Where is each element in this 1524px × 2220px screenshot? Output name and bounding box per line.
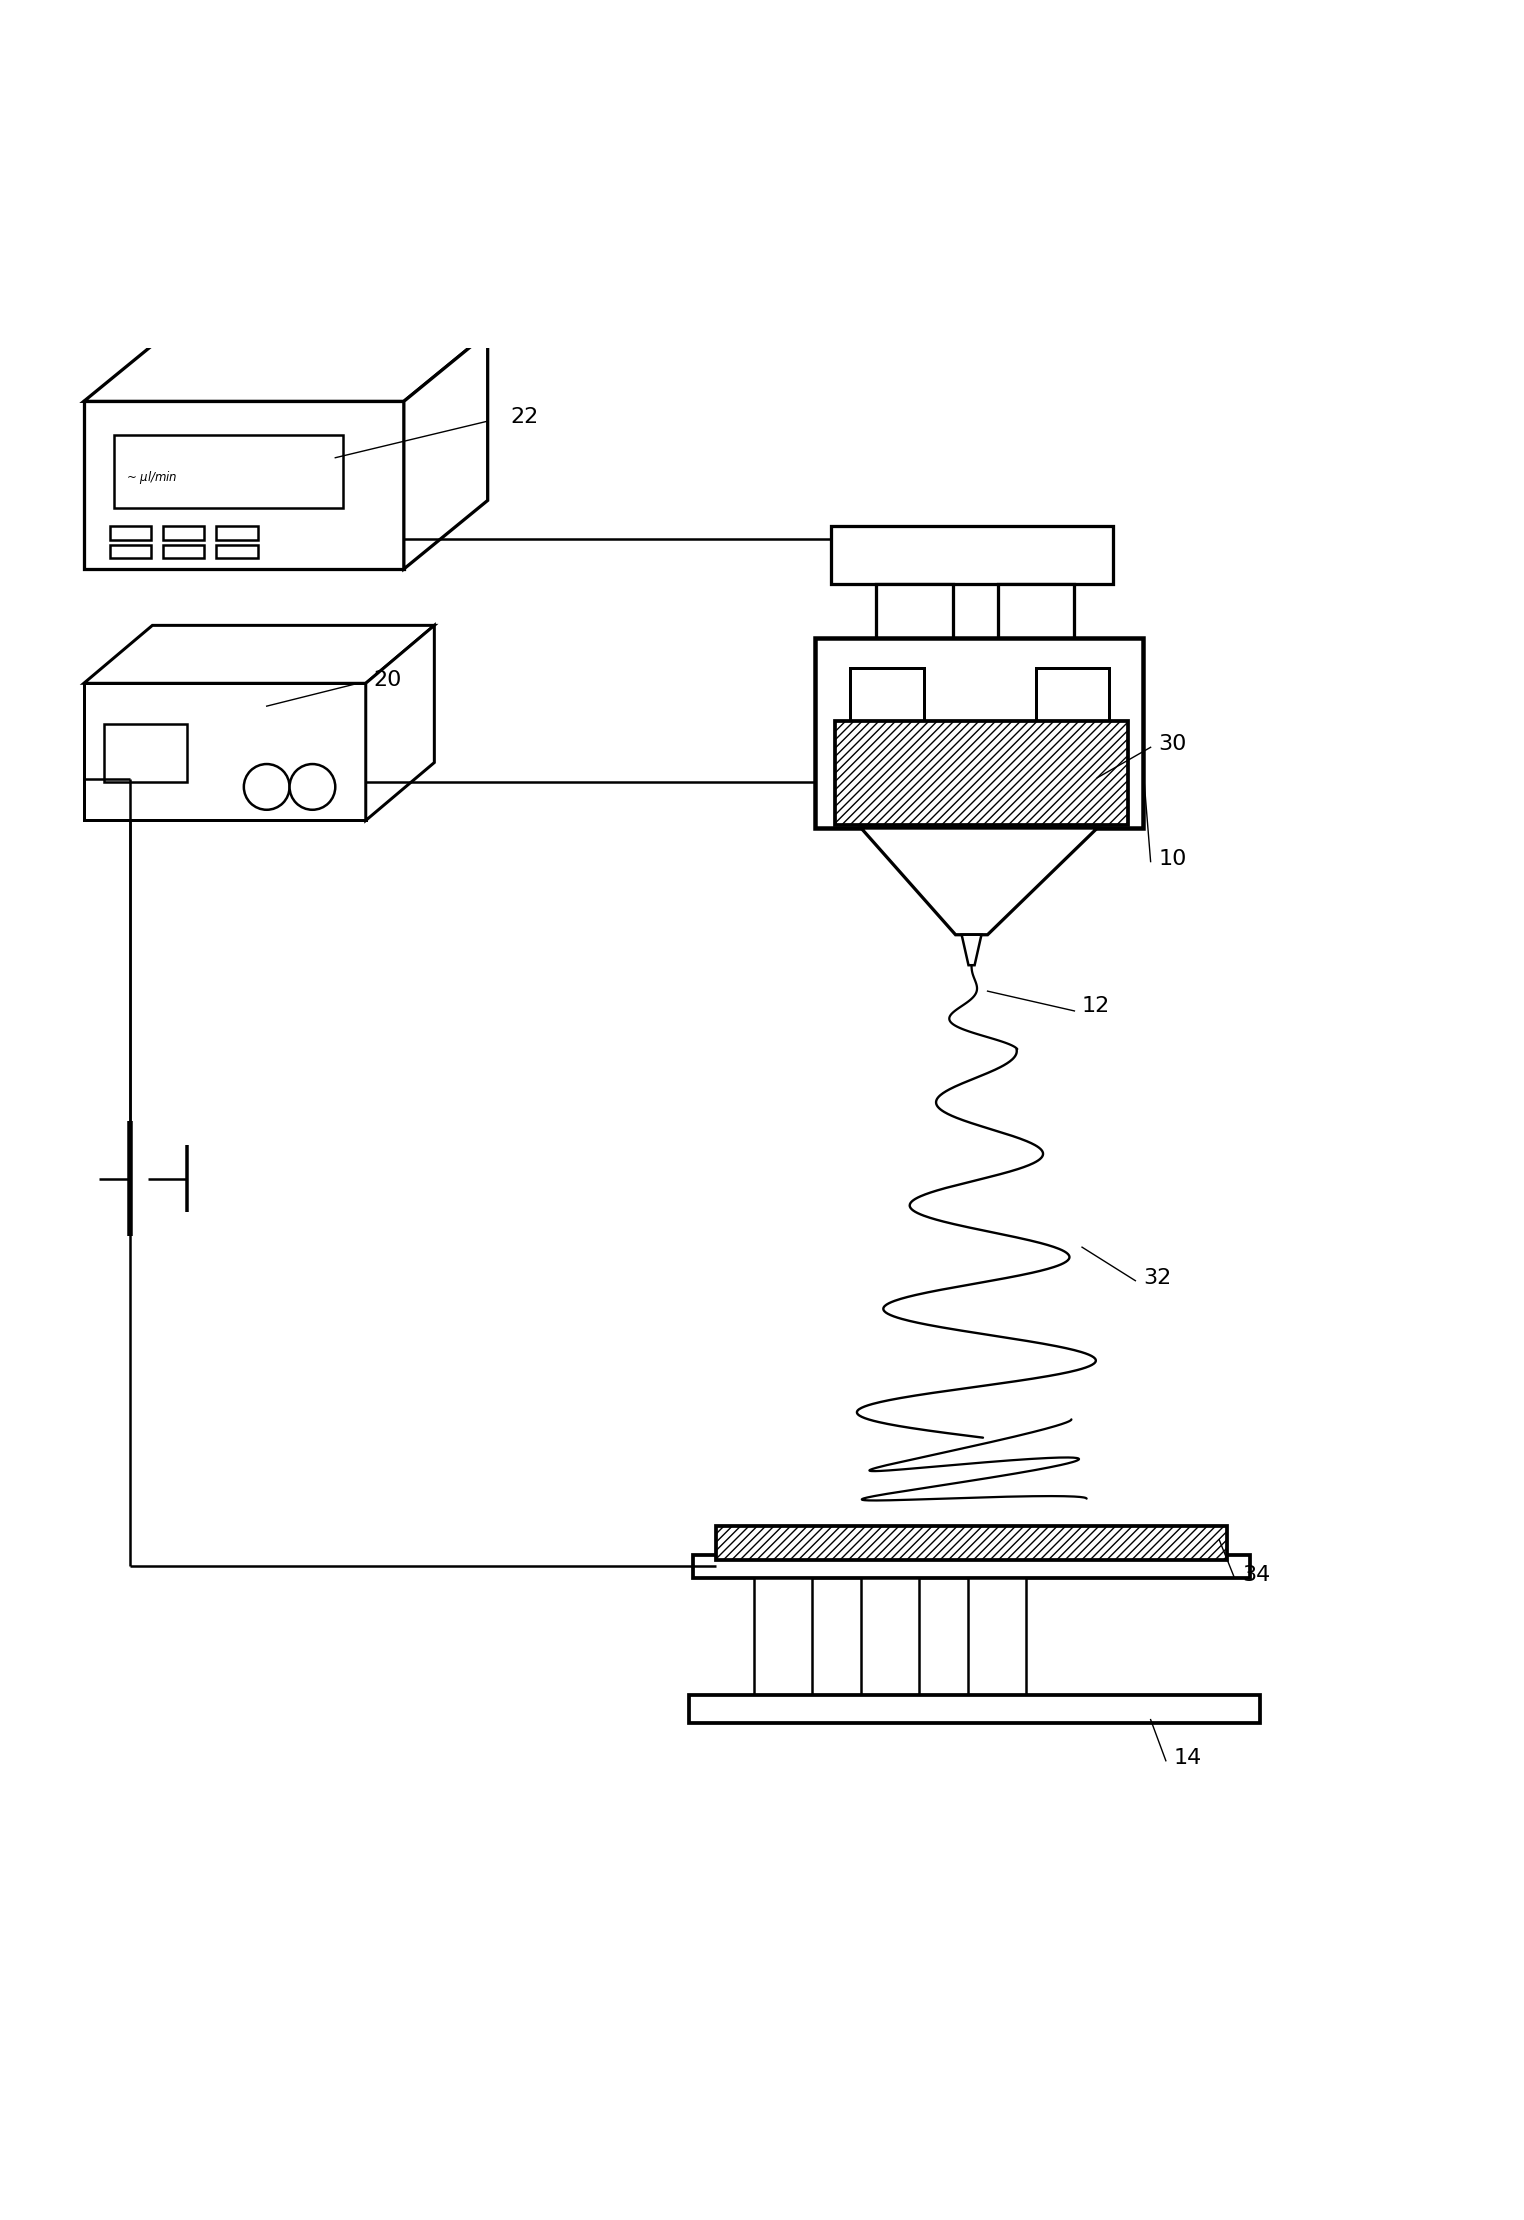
Bar — [754, 1578, 812, 1696]
Bar — [693, 1554, 1250, 1578]
Text: 14: 14 — [1173, 1747, 1202, 1767]
Bar — [815, 637, 1143, 828]
Bar — [84, 684, 366, 821]
Polygon shape — [84, 626, 434, 684]
Bar — [861, 1578, 919, 1696]
Bar — [831, 526, 1113, 584]
Bar — [110, 526, 151, 539]
Text: 22: 22 — [511, 406, 539, 426]
Circle shape — [244, 764, 290, 810]
Text: 20: 20 — [373, 670, 402, 690]
Bar — [716, 1525, 1227, 1561]
Bar — [998, 584, 1074, 642]
Bar — [216, 544, 258, 557]
Bar — [1036, 668, 1109, 813]
Bar — [850, 668, 924, 813]
Bar — [104, 724, 187, 781]
Bar — [835, 722, 1128, 826]
Bar — [968, 1578, 1026, 1696]
Bar — [163, 544, 204, 557]
Bar — [163, 526, 204, 539]
Text: 12: 12 — [1082, 997, 1111, 1017]
Bar — [876, 584, 952, 642]
Polygon shape — [962, 935, 981, 966]
Polygon shape — [366, 626, 434, 821]
Text: 34: 34 — [1242, 1565, 1271, 1585]
Bar — [114, 435, 343, 508]
Bar — [84, 402, 404, 568]
Bar — [689, 1696, 1260, 1723]
Text: 10: 10 — [1158, 848, 1187, 868]
Text: 32: 32 — [1143, 1268, 1172, 1288]
Polygon shape — [404, 333, 488, 568]
Text: ~ $\mu$l/min: ~ $\mu$l/min — [126, 468, 178, 486]
Circle shape — [290, 764, 335, 810]
Bar — [216, 526, 258, 539]
Text: 30: 30 — [1158, 735, 1187, 755]
Polygon shape — [84, 333, 488, 402]
Polygon shape — [861, 828, 1097, 935]
Bar — [110, 544, 151, 557]
